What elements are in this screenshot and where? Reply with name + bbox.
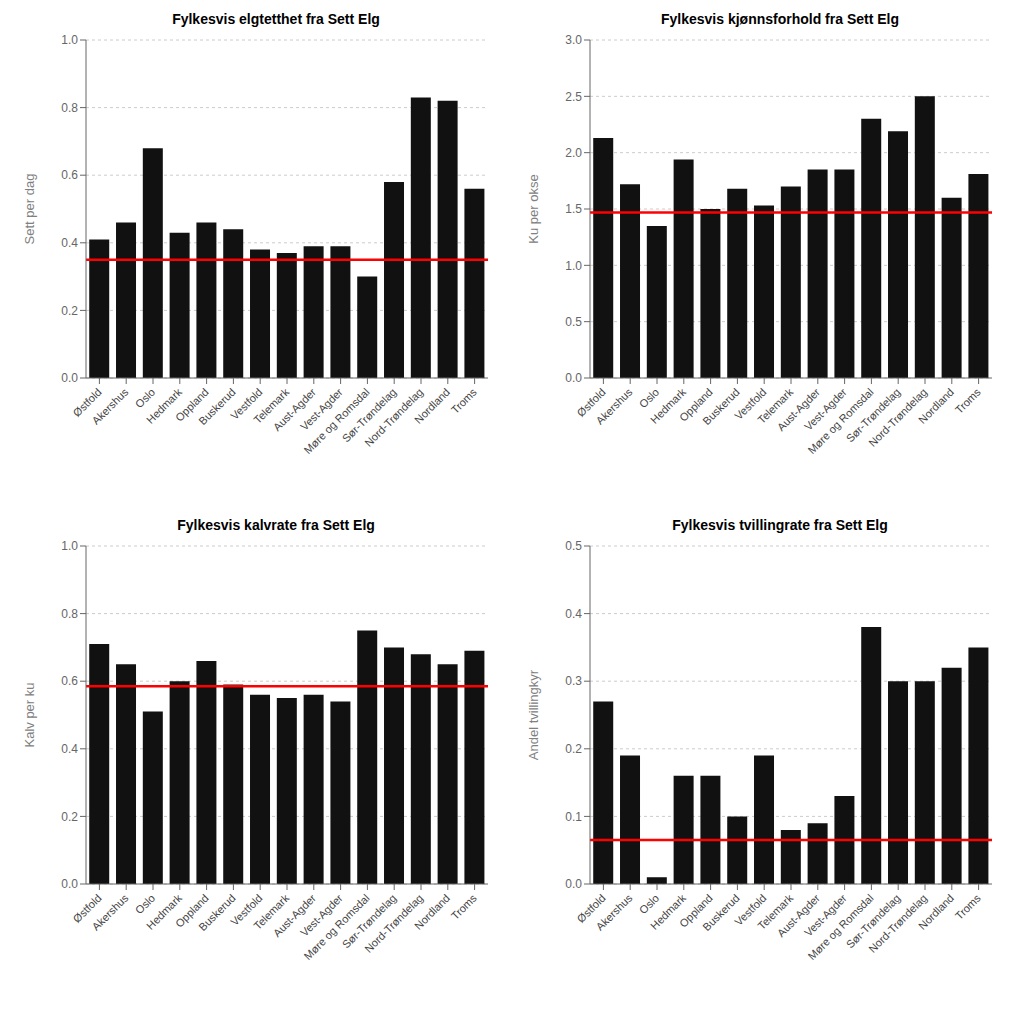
svg-text:Oppland: Oppland [172,385,211,424]
html-text:Fylkesvis elgtetthet fra Sett: Fylkesvis elgtetthet fra Sett Elg [172,11,380,27]
svg-text:Sett per dag: Sett per dag [22,174,37,245]
svg-text:Buskerud: Buskerud [196,386,237,427]
svg-text:Oslo: Oslo [132,385,158,411]
svg-text:0.2: 0.2 [61,304,78,318]
svg-text:Vest-Agder: Vest-Agder [801,385,849,433]
svg-text:0.8: 0.8 [61,101,78,115]
svg-text:0.4: 0.4 [565,607,582,621]
svg-text:Nord-Trøndelag: Nord-Trøndelag [362,385,426,449]
svg-text:Aust-Agder: Aust-Agder [774,891,822,940]
svg-text:Telemark: Telemark [755,891,796,932]
svg-text:Aust-Agder: Aust-Agder [270,385,318,434]
svg-text:0.3: 0.3 [565,674,582,688]
svg-text:Akershus: Akershus [594,891,635,932]
svg-text:Andel tvillingkyr: Andel tvillingkyr [526,669,541,760]
svg-text:Buskerud: Buskerud [196,892,237,933]
svg-text:Nord-Trøndelag: Nord-Trøndelag [866,385,930,449]
svg-text:Hedmark: Hedmark [648,385,688,426]
html-text:Fylkesvis tvillingrate fra Set: Fylkesvis tvillingrate fra Sett Elg [672,517,888,533]
svg-text:Vest-Agder: Vest-Agder [801,891,849,939]
svg-text:0.8: 0.8 [61,607,78,621]
svg-text:0.2: 0.2 [61,810,78,824]
svg-text:Kalv per ku: Kalv per ku [22,682,37,747]
svg-text:0.2: 0.2 [565,742,582,756]
svg-text:Buskerud: Buskerud [700,892,741,933]
svg-text:Møre og Romsdal: Møre og Romsdal [301,385,372,457]
svg-text:0.1: 0.1 [565,810,582,824]
svg-text:Telemark: Telemark [251,385,292,426]
svg-text:Telemark: Telemark [251,891,292,932]
svg-text:Møre og Romsdal: Møre og Romsdal [805,385,876,457]
svg-text:3.0: 3.0 [565,33,582,47]
svg-text:1.0: 1.0 [61,539,78,553]
svg-text:Aust-Agder: Aust-Agder [270,891,318,940]
svg-text:Akershus: Akershus [90,891,131,932]
svg-text:Vestfold: Vestfold [732,891,769,928]
svg-text:Oslo: Oslo [636,385,662,411]
svg-text:Ku per okse: Ku per okse [526,174,541,243]
svg-text:Aust-Agder: Aust-Agder [774,385,822,434]
svg-text:Akershus: Akershus [90,385,131,426]
svg-text:Buskerud: Buskerud [700,386,741,427]
svg-text:Nordland: Nordland [916,386,956,426]
svg-text:Møre og Romsdal: Møre og Romsdal [301,891,372,963]
svg-text:Nordland: Nordland [412,386,452,426]
svg-text:Troms: Troms [953,891,984,922]
svg-text:Nordland: Nordland [916,892,956,932]
svg-text:0.0: 0.0 [61,371,78,385]
svg-text:1.5: 1.5 [565,202,582,216]
svg-text:0.5: 0.5 [565,315,582,329]
svg-text:Vestfold: Vestfold [732,385,769,422]
svg-text:0.4: 0.4 [61,742,78,756]
svg-text:Sør-Trøndelag: Sør-Trøndelag [339,385,399,445]
svg-text:2.0: 2.0 [565,146,582,160]
svg-text:Østfold: Østfold [70,891,104,925]
svg-text:1.0: 1.0 [565,259,582,273]
svg-text:Østfold: Østfold [574,385,608,419]
svg-text:Troms: Troms [449,891,480,922]
svg-text:Vestfold: Vestfold [228,385,265,422]
svg-text:0.6: 0.6 [61,168,78,182]
svg-text:Oppland: Oppland [172,891,211,930]
svg-text:Oppland: Oppland [676,385,715,424]
svg-text:Telemark: Telemark [755,385,796,426]
svg-text:0.0: 0.0 [61,877,78,891]
svg-text:Vest-Agder: Vest-Agder [297,891,345,939]
svg-text:0.4: 0.4 [61,236,78,250]
svg-text:Nord-Trøndelag: Nord-Trøndelag [866,891,930,955]
svg-text:Møre og Romsdal: Møre og Romsdal [805,891,876,963]
svg-text:Østfold: Østfold [574,891,608,925]
svg-text:Oslo: Oslo [636,891,662,917]
svg-text:Vestfold: Vestfold [228,891,265,928]
svg-text:Nordland: Nordland [412,892,452,932]
svg-text:0.6: 0.6 [61,674,78,688]
svg-text:Østfold: Østfold [70,385,104,419]
svg-text:Troms: Troms [953,385,984,416]
svg-text:Vest-Agder: Vest-Agder [297,385,345,433]
svg-text:0.5: 0.5 [565,539,582,553]
svg-text:Sør-Trøndelag: Sør-Trøndelag [843,891,903,951]
svg-text:2.5: 2.5 [565,90,582,104]
html-text:Fylkesvis kjønnsforhold fra Se: Fylkesvis kjønnsforhold fra Sett Elg [661,11,899,27]
svg-text:Oslo: Oslo [132,891,158,917]
svg-text:Hedmark: Hedmark [144,891,184,932]
svg-text:1.0: 1.0 [61,33,78,47]
svg-text:Nord-Trøndelag: Nord-Trøndelag [362,891,426,955]
svg-text:Sør-Trøndelag: Sør-Trøndelag [843,385,903,445]
svg-text:Sør-Trøndelag: Sør-Trøndelag [339,891,399,951]
html-text:Fylkesvis kalvrate fra Sett El: Fylkesvis kalvrate fra Sett Elg [177,517,375,533]
svg-text:Troms: Troms [449,385,480,416]
svg-text:Hedmark: Hedmark [144,385,184,426]
svg-text:Akershus: Akershus [594,385,635,426]
svg-text:Oppland: Oppland [676,891,715,930]
svg-text:Hedmark: Hedmark [648,891,688,932]
svg-text:0.0: 0.0 [565,877,582,891]
svg-text:0.0: 0.0 [565,371,582,385]
